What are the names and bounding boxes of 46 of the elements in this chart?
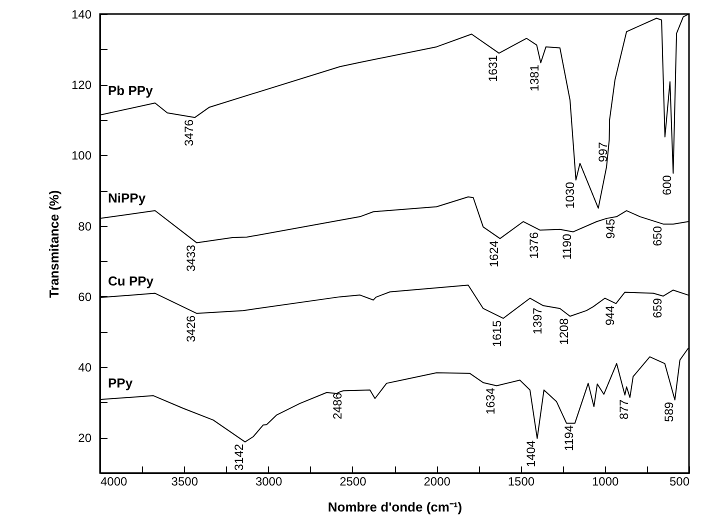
annotation: 945 — [604, 218, 618, 239]
annotation: 877 — [616, 399, 631, 420]
annotation: 659 — [650, 298, 664, 318]
y-tick-label: 20 — [78, 431, 92, 446]
x-axis-title: Nombre d'onde (cm⁻¹) — [328, 500, 462, 514]
annotation: 1615 — [490, 320, 504, 348]
annotation: 589 — [662, 402, 676, 422]
y-tick-label: 100 — [71, 148, 92, 163]
y-tick-label: 40 — [78, 360, 92, 375]
y-axis-title: Transmitance (%) — [46, 190, 62, 298]
annotation: 1376 — [526, 232, 541, 259]
x-tick-label: 2000 — [424, 474, 451, 488]
x-tick-label: 3500 — [171, 474, 198, 488]
annotation: 600 — [660, 174, 674, 196]
annotation: 1194 — [562, 424, 576, 452]
annotation: 1381 — [528, 64, 542, 92]
annotation: 1624 — [487, 240, 502, 268]
x-tick-label: 1000 — [592, 474, 620, 488]
x-tick-label: 3000 — [255, 474, 282, 488]
series-label: NiPPy — [108, 190, 146, 206]
annotation: 3433 — [184, 244, 198, 272]
x-tick-label: 500 — [669, 474, 690, 488]
y-tick-label: 140 — [71, 8, 92, 22]
annotation: 3142 — [232, 444, 246, 471]
annotation: 997 — [596, 142, 610, 162]
y-tick-label: 120 — [71, 78, 92, 92]
y-tick-label: 80 — [78, 219, 92, 234]
x-tick-label: 2500 — [340, 474, 367, 488]
annotation: 1634 — [484, 387, 498, 414]
x-tick-label: 1500 — [508, 474, 535, 488]
annotation: 1631 — [486, 54, 500, 82]
annotation: 650 — [650, 226, 664, 246]
x-tick-label: 4000 — [100, 474, 128, 488]
series-label: PPy — [108, 376, 134, 391]
annotation: 2486 — [330, 392, 344, 420]
annotation: 1208 — [557, 318, 572, 345]
annotation: 3426 — [184, 315, 198, 342]
annotation: 1404 — [524, 440, 538, 468]
series-label: Cu PPy — [108, 273, 154, 288]
y-tick-label: 60 — [78, 290, 92, 304]
annotation: 1190 — [560, 234, 574, 260]
annotation: 944 — [602, 305, 617, 326]
annotation: 3476 — [182, 119, 196, 146]
annotation: 1397 — [530, 307, 544, 334]
series-label: Pb PPy — [108, 82, 154, 98]
annotation: 1030 — [562, 182, 577, 209]
